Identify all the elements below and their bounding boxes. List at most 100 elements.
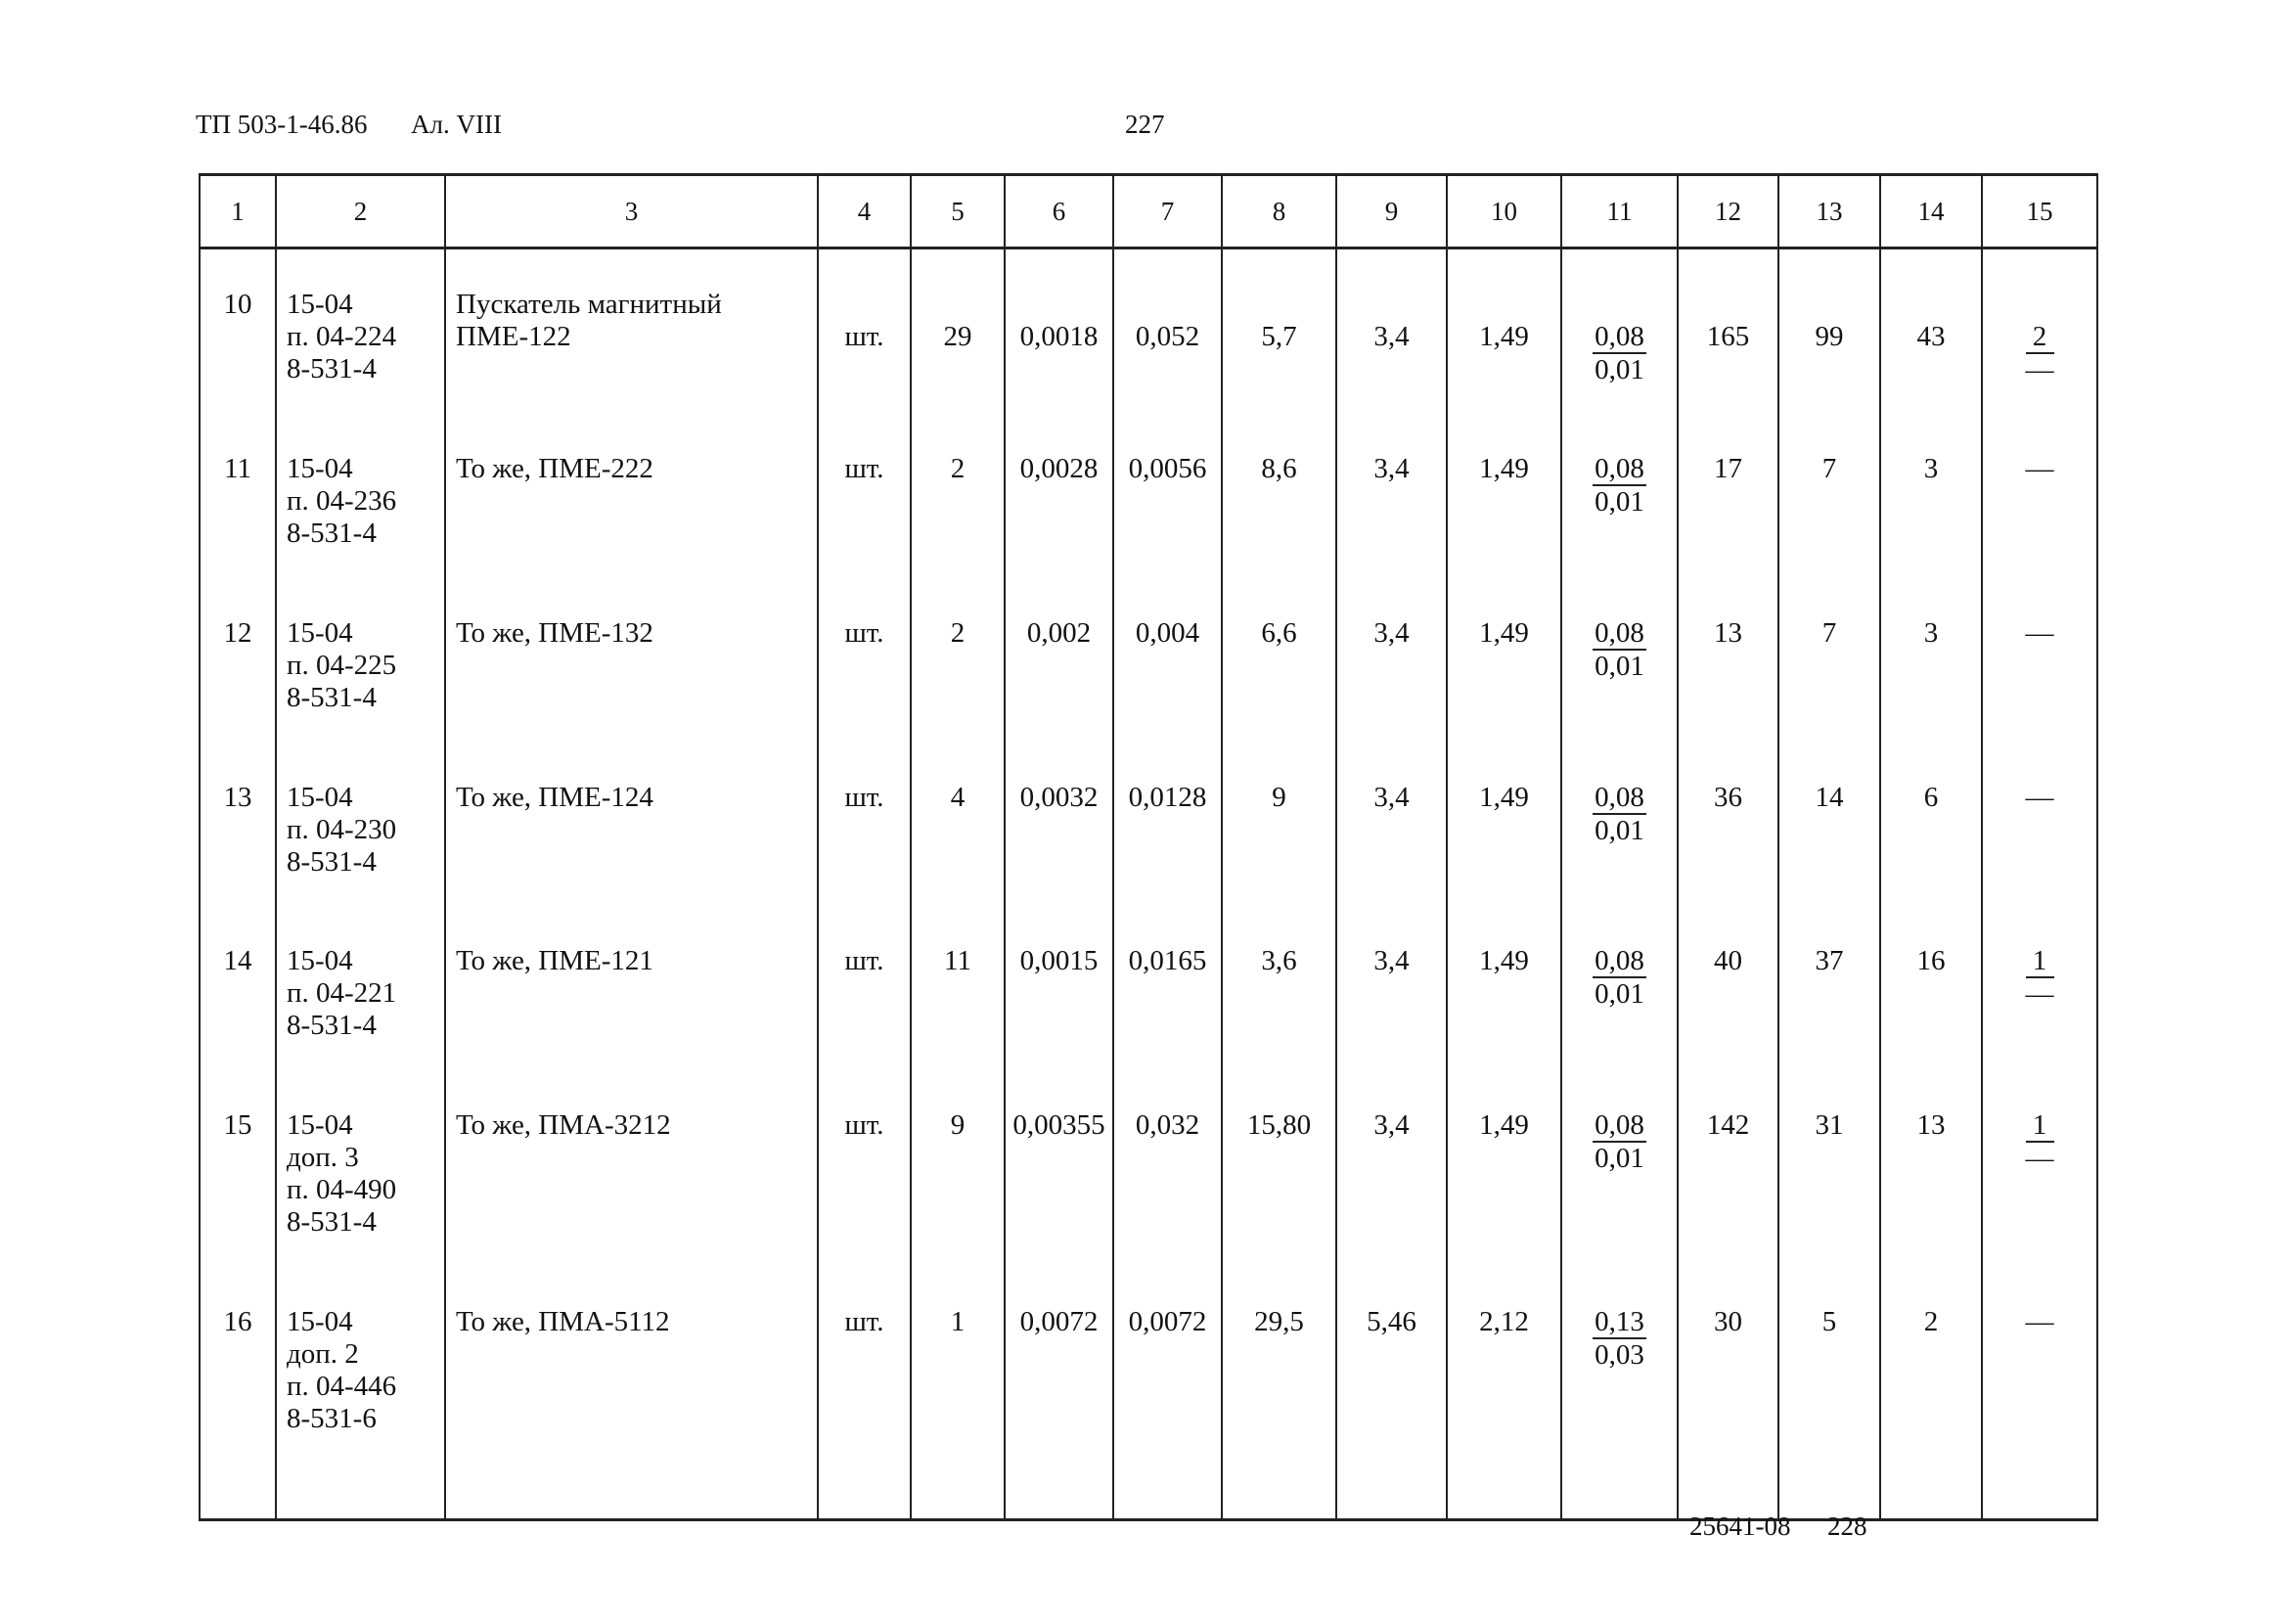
- fraction-denominator: 0,01: [1595, 977, 1644, 1010]
- reference-line: п. 04-490: [287, 1173, 397, 1205]
- reference-line: 15-04: [287, 781, 353, 813]
- cell-c10: 2,12: [1446, 1266, 1562, 1521]
- row-number: 11: [199, 413, 277, 578]
- name-line: То же, ПМЕ-121: [456, 944, 653, 976]
- cell-c13: 99: [1777, 248, 1881, 414]
- column-number-row: 1 2 3 4 5 6 7 8 9 10 11 12 13 14 15: [199, 173, 2098, 249]
- reference-line: п. 04-225: [287, 649, 397, 681]
- table-row: 10 15-04 п. 04-224 8-531-4 Пускатель магнитн…: [199, 248, 2098, 414]
- name-cell: То же, ПМА-5112: [444, 1266, 819, 1521]
- cell-c9: 3,4: [1335, 905, 1448, 1070]
- name-cell: То же, ПМЕ-121: [444, 905, 819, 1070]
- column-header: 5: [910, 173, 1006, 249]
- fraction: 0,08 0,01: [1593, 617, 1646, 682]
- cell-c6: 0,0018: [1004, 248, 1114, 414]
- cell-c5: 2: [910, 577, 1006, 743]
- table-row: 14 15-04 п. 04-221 8-531-4 То же, ПМЕ-121 шт.…: [199, 905, 2098, 1070]
- reference-line: 8-531-6: [287, 1402, 377, 1434]
- cell-c10: 1,49: [1446, 742, 1562, 906]
- fraction-numerator: 0,08: [1593, 452, 1646, 486]
- cell-c8: 6,6: [1221, 577, 1337, 743]
- reference-line: 15-04: [287, 289, 353, 320]
- table-row: 12 15-04 п. 04-225 8-531-4 То же, ПМЕ-132 шт.…: [199, 577, 2098, 743]
- fraction-numerator: 0,08: [1593, 616, 1646, 651]
- cell-c10: 1,49: [1446, 1069, 1562, 1267]
- column-header: 9: [1335, 173, 1448, 249]
- name-cell: Пускатель магнитный ПМЕ-122: [444, 248, 819, 414]
- row-number: 15: [199, 1069, 277, 1267]
- cell-unit: шт.: [817, 1069, 912, 1267]
- cell-c7: 0,052: [1112, 248, 1223, 414]
- cell-c6: 0,00355: [1004, 1069, 1114, 1267]
- reference-line: доп. 3: [287, 1141, 359, 1173]
- reference-cell: 15-04 доп. 3 п. 04-490 8-531-4: [275, 1069, 446, 1267]
- cell-c6: 0,002: [1004, 577, 1114, 743]
- cell-c14: 43: [1879, 248, 1983, 414]
- cell-c13: 37: [1777, 905, 1881, 1070]
- cell-c7: 0,0056: [1112, 413, 1223, 578]
- reference-line: 15-04: [287, 616, 353, 649]
- cell-c14: 3: [1879, 413, 1983, 578]
- column-header: 15: [1981, 173, 2098, 249]
- cell-c7: 0,032: [1112, 1069, 1223, 1267]
- table-row: 16 15-04 доп. 2 п. 04-446 8-531-6 То же, ПМА-…: [199, 1266, 2098, 1521]
- name-cell: То же, ПМЕ-124: [444, 742, 819, 906]
- fraction-numerator: 0,13: [1593, 1305, 1646, 1339]
- cell-c11: 0,08 0,01: [1560, 742, 1679, 906]
- reference-line: 8-531-4: [287, 517, 377, 549]
- name-line: То же, ПМЕ-132: [456, 616, 653, 649]
- reference-cell: 15-04 п. 04-221 8-531-4: [275, 905, 446, 1070]
- reference-line: 8-531-4: [287, 845, 377, 878]
- cell-c13: 31: [1777, 1069, 1881, 1267]
- cell-c8: 29,5: [1221, 1266, 1337, 1521]
- cell-unit: шт.: [817, 905, 912, 1070]
- cell-c12: 165: [1677, 248, 1779, 414]
- cell-c8: 9: [1221, 742, 1337, 906]
- cell-c13: 14: [1777, 742, 1881, 906]
- cell-c7: 0,0128: [1112, 742, 1223, 906]
- fraction: 0,08 0,01: [1593, 1109, 1646, 1174]
- cell-c5: 1: [910, 1266, 1006, 1521]
- cell-c15: —: [1981, 413, 2098, 578]
- cell-c11: 0,08 0,01: [1560, 577, 1679, 743]
- column-header: 2: [275, 173, 446, 249]
- fraction-numerator: 2: [2025, 321, 2054, 354]
- cell-c11: 0,08 0,01: [1560, 1069, 1679, 1267]
- cell-c5: 11: [910, 905, 1006, 1070]
- cell-c5: 4: [910, 742, 1006, 906]
- fraction: 2—: [2025, 321, 2054, 385]
- name-line: То же, ПМА-3212: [456, 1108, 671, 1141]
- cell-c10: 1,49: [1446, 413, 1562, 578]
- cell-c5: 2: [910, 413, 1006, 578]
- cell-c13: 5: [1777, 1266, 1881, 1521]
- specification-table: 1 2 3 4 5 6 7 8 9 10 11 12 13 14 15 10 15-04 п. 04-224 8-…: [199, 173, 2098, 1521]
- name-line: То же, ПМЕ-222: [456, 452, 653, 484]
- table-row: 15 15-04 доп. 3 п. 04-490 8-531-4 То же, ПМА-…: [199, 1069, 2098, 1267]
- cell-c9: 3,4: [1335, 413, 1448, 578]
- name-line: То же, ПМА-5112: [456, 1305, 670, 1337]
- name-line: То же, ПМЕ-124: [456, 781, 653, 813]
- table-row: 11 15-04 п. 04-236 8-531-4 То же, ПМЕ-222 шт.…: [199, 413, 2098, 578]
- fraction-denominator: —: [2025, 1142, 2054, 1174]
- cell-unit: шт.: [817, 577, 912, 743]
- reference-line: п. 04-221: [287, 976, 397, 1009]
- reference-cell: 15-04 п. 04-230 8-531-4: [275, 742, 446, 906]
- sheet-label: Ал. VIII: [411, 110, 502, 139]
- footer-page-number: 228: [1827, 1511, 1867, 1541]
- cell-c8: 3,6: [1221, 905, 1337, 1070]
- reference-line: 8-531-4: [287, 1205, 377, 1238]
- column-header: 7: [1112, 173, 1223, 249]
- fraction-numerator: 1: [2025, 1109, 2054, 1143]
- cell-c8: 5,7: [1221, 248, 1337, 414]
- row-number: 14: [199, 905, 277, 1070]
- cell-c12: 40: [1677, 905, 1779, 1070]
- cell-c7: 0,0165: [1112, 905, 1223, 1070]
- fraction: 0,08 0,01: [1593, 782, 1646, 846]
- cell-c7: 0,0072: [1112, 1266, 1223, 1521]
- column-header: 6: [1004, 173, 1114, 249]
- column-header: 8: [1221, 173, 1337, 249]
- fraction-denominator: 0,01: [1595, 814, 1644, 846]
- fraction-denominator: —: [2025, 354, 2054, 385]
- cell-c7: 0,004: [1112, 577, 1223, 743]
- row-number: 10: [199, 248, 277, 414]
